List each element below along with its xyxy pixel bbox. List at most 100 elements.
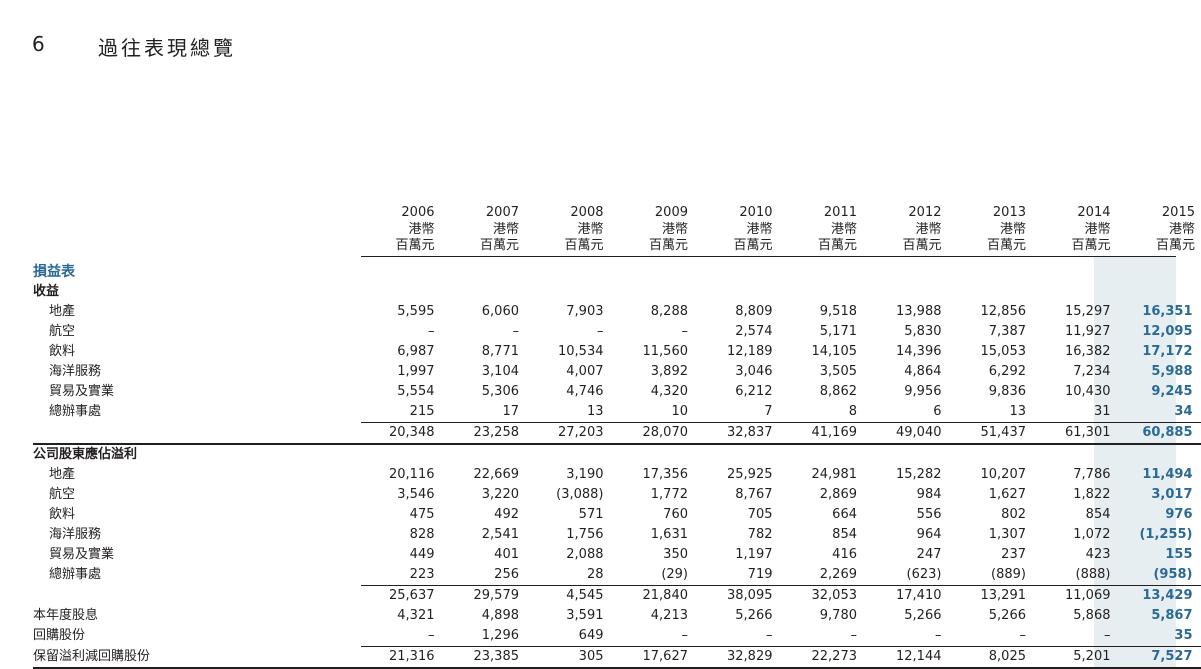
cell-2009: 10: [671, 404, 688, 419]
table-row: 25,637 29,579 4,545 21,840 38,095 32,053 17,41…: [33, 585, 1201, 607]
cell-2010: 7: [764, 404, 773, 419]
row-label: 飲料: [49, 344, 76, 359]
cell-2014: 31: [1093, 404, 1111, 419]
year-header-currency: 港幣: [915, 221, 942, 237]
cell-2011: 854: [832, 527, 857, 542]
cell-2015: 155: [1165, 547, 1193, 562]
cell-2010: –: [766, 628, 773, 643]
cell-2014: 61,301: [1037, 422, 1122, 445]
cell-2010: 782: [747, 527, 773, 542]
cell-2013: 13,291: [952, 585, 1037, 606]
cell-2011: 664: [832, 507, 857, 522]
cell-2014: 1,822: [1073, 487, 1111, 502]
year-header-0: 2006 港幣 百萬元: [355, 205, 435, 255]
cell-2009: 4,320: [650, 384, 688, 399]
cell-2014: 5,201: [1037, 646, 1122, 669]
cell-2012: 15,282: [896, 467, 942, 482]
cell-2012: 49,040: [868, 422, 953, 445]
row-label: [33, 586, 361, 607]
cell-2007: 5,306: [481, 384, 519, 399]
cell-2012: 5,830: [904, 324, 942, 339]
cell-2009: 760: [663, 507, 688, 522]
cell-2015: 5,867: [1151, 608, 1193, 623]
year-header-currency: 港幣: [746, 221, 773, 237]
cell-2009: –: [681, 324, 689, 339]
year-header-unit: 百萬元: [479, 238, 519, 253]
cell-2014: 1,072: [1073, 527, 1111, 542]
row-label: [33, 422, 361, 445]
cell-2009: 11,560: [642, 344, 689, 359]
cell-2006: 6,987: [397, 344, 435, 359]
year-header-unit: 百萬元: [395, 238, 435, 253]
cell-2009: 21,840: [614, 585, 699, 606]
cell-2011: 14,105: [811, 344, 858, 359]
cell-2008: 4,746: [566, 384, 604, 399]
cell-2008: [530, 262, 615, 282]
cell-2009: 1,631: [650, 527, 688, 542]
cell-2010: 25,925: [727, 467, 773, 482]
row-label: 保留溢利減回購股份: [33, 646, 361, 669]
year-header-unit: 百萬元: [817, 238, 857, 253]
cell-2011: 8,862: [819, 384, 857, 399]
cell-2015: 7,527: [1121, 646, 1201, 669]
cell-2010: 1,197: [735, 547, 773, 562]
year-header-currency: 港幣: [661, 221, 688, 237]
cell-2013: 8,025: [952, 646, 1037, 669]
table-row: 本年度股息 4,321 4,898 3,591 4,213 5,266 9,780 5,266…: [33, 606, 1201, 626]
cell-2011: 2,869: [819, 487, 857, 502]
cell-2008: 571: [578, 507, 604, 522]
cell-2006: [361, 282, 446, 302]
cell-2007: 3,220: [481, 487, 519, 502]
cell-2008: 3,591: [566, 608, 604, 623]
cell-2012: 5,266: [904, 608, 942, 623]
cell-2011: [784, 262, 869, 282]
cell-2013: 51,437: [952, 422, 1037, 445]
cell-2008: 7,903: [566, 304, 604, 319]
cell-2015: 34: [1174, 404, 1193, 419]
year-header-row: 2006 港幣 百萬元 2007 港幣 百萬元 2008 港幣 百萬元 2009 港幣 百萬元 2010…: [0, 205, 1201, 257]
cell-2011: 32,053: [783, 585, 868, 606]
row-label: 海洋服務: [49, 364, 102, 379]
row-label: 總辦事處: [49, 567, 102, 583]
cell-2011: –: [850, 628, 858, 643]
cell-2015: 5,988: [1151, 364, 1193, 379]
row-label: 地產: [49, 467, 76, 482]
table-row: 飲料 6,987 8,771 10,534 11,560 12,189 14,105 14,3…: [33, 342, 1201, 362]
row-label: 回購股份: [33, 628, 86, 644]
cell-2011: 9,780: [819, 608, 857, 623]
cell-2007: 6,060: [481, 304, 519, 319]
cell-2009: 350: [663, 547, 688, 562]
cell-2008: 4,545: [530, 585, 615, 606]
cell-2015: 35: [1174, 628, 1193, 643]
cell-2013: 12,856: [980, 304, 1027, 319]
cell-2012: 984: [916, 487, 942, 502]
cell-2014: –: [1104, 628, 1111, 643]
cell-2012: 4,864: [904, 364, 942, 379]
cell-2013: [953, 444, 1038, 465]
year-header-unit: 百萬元: [902, 238, 942, 253]
cell-2007: 256: [494, 567, 519, 582]
cell-2010: 6,212: [735, 384, 773, 399]
cell-2006: 1,997: [397, 364, 435, 379]
table-row: 航空 3,546 3,220 (3,088) 1,772 8,767 2,869 984 1,6…: [33, 485, 1201, 505]
cell-2010: 5,266: [735, 608, 773, 623]
cell-2013: 13: [1009, 404, 1026, 419]
cell-2012: 6: [933, 404, 942, 419]
cell-2006: 223: [409, 567, 435, 582]
page-title: 過往表現總覽: [98, 36, 236, 60]
cell-2013: 1,307: [988, 527, 1026, 542]
table-row: 損益表: [33, 262, 1201, 282]
cell-2008: [530, 282, 615, 302]
year-header-4: 2010 港幣 百萬元: [693, 205, 773, 255]
cell-2010: [699, 262, 784, 282]
cell-2014: 11,927: [1065, 324, 1111, 339]
cell-2008: 305: [530, 646, 615, 669]
cell-2011: 5,171: [819, 324, 857, 339]
cell-2011: 41,169: [783, 422, 868, 445]
cell-2014: 11,069: [1037, 585, 1122, 606]
cell-2007: 8,771: [481, 344, 519, 359]
cell-2015: 12,095: [1142, 324, 1193, 339]
year-header-currency: 港幣: [408, 221, 435, 237]
cell-2007: 3,104: [481, 364, 519, 379]
cell-2011: 9,518: [819, 304, 857, 319]
